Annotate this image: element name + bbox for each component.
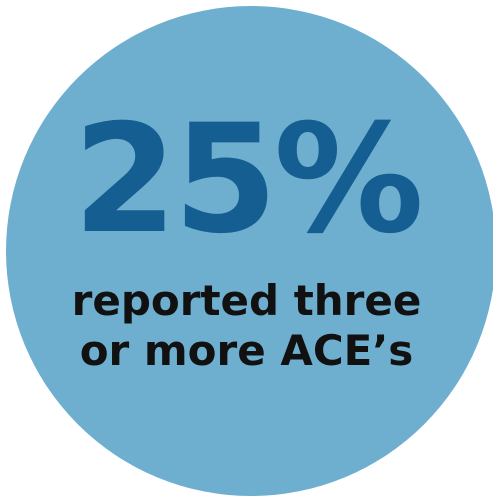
percentage-stat: 25% <box>72 93 424 267</box>
caption-line-1: reported three <box>71 276 422 325</box>
background-circle <box>6 6 493 496</box>
caption-line-2: or more ACE’s <box>79 326 414 375</box>
stat-caption: reported three or more ACE’s <box>0 276 493 376</box>
